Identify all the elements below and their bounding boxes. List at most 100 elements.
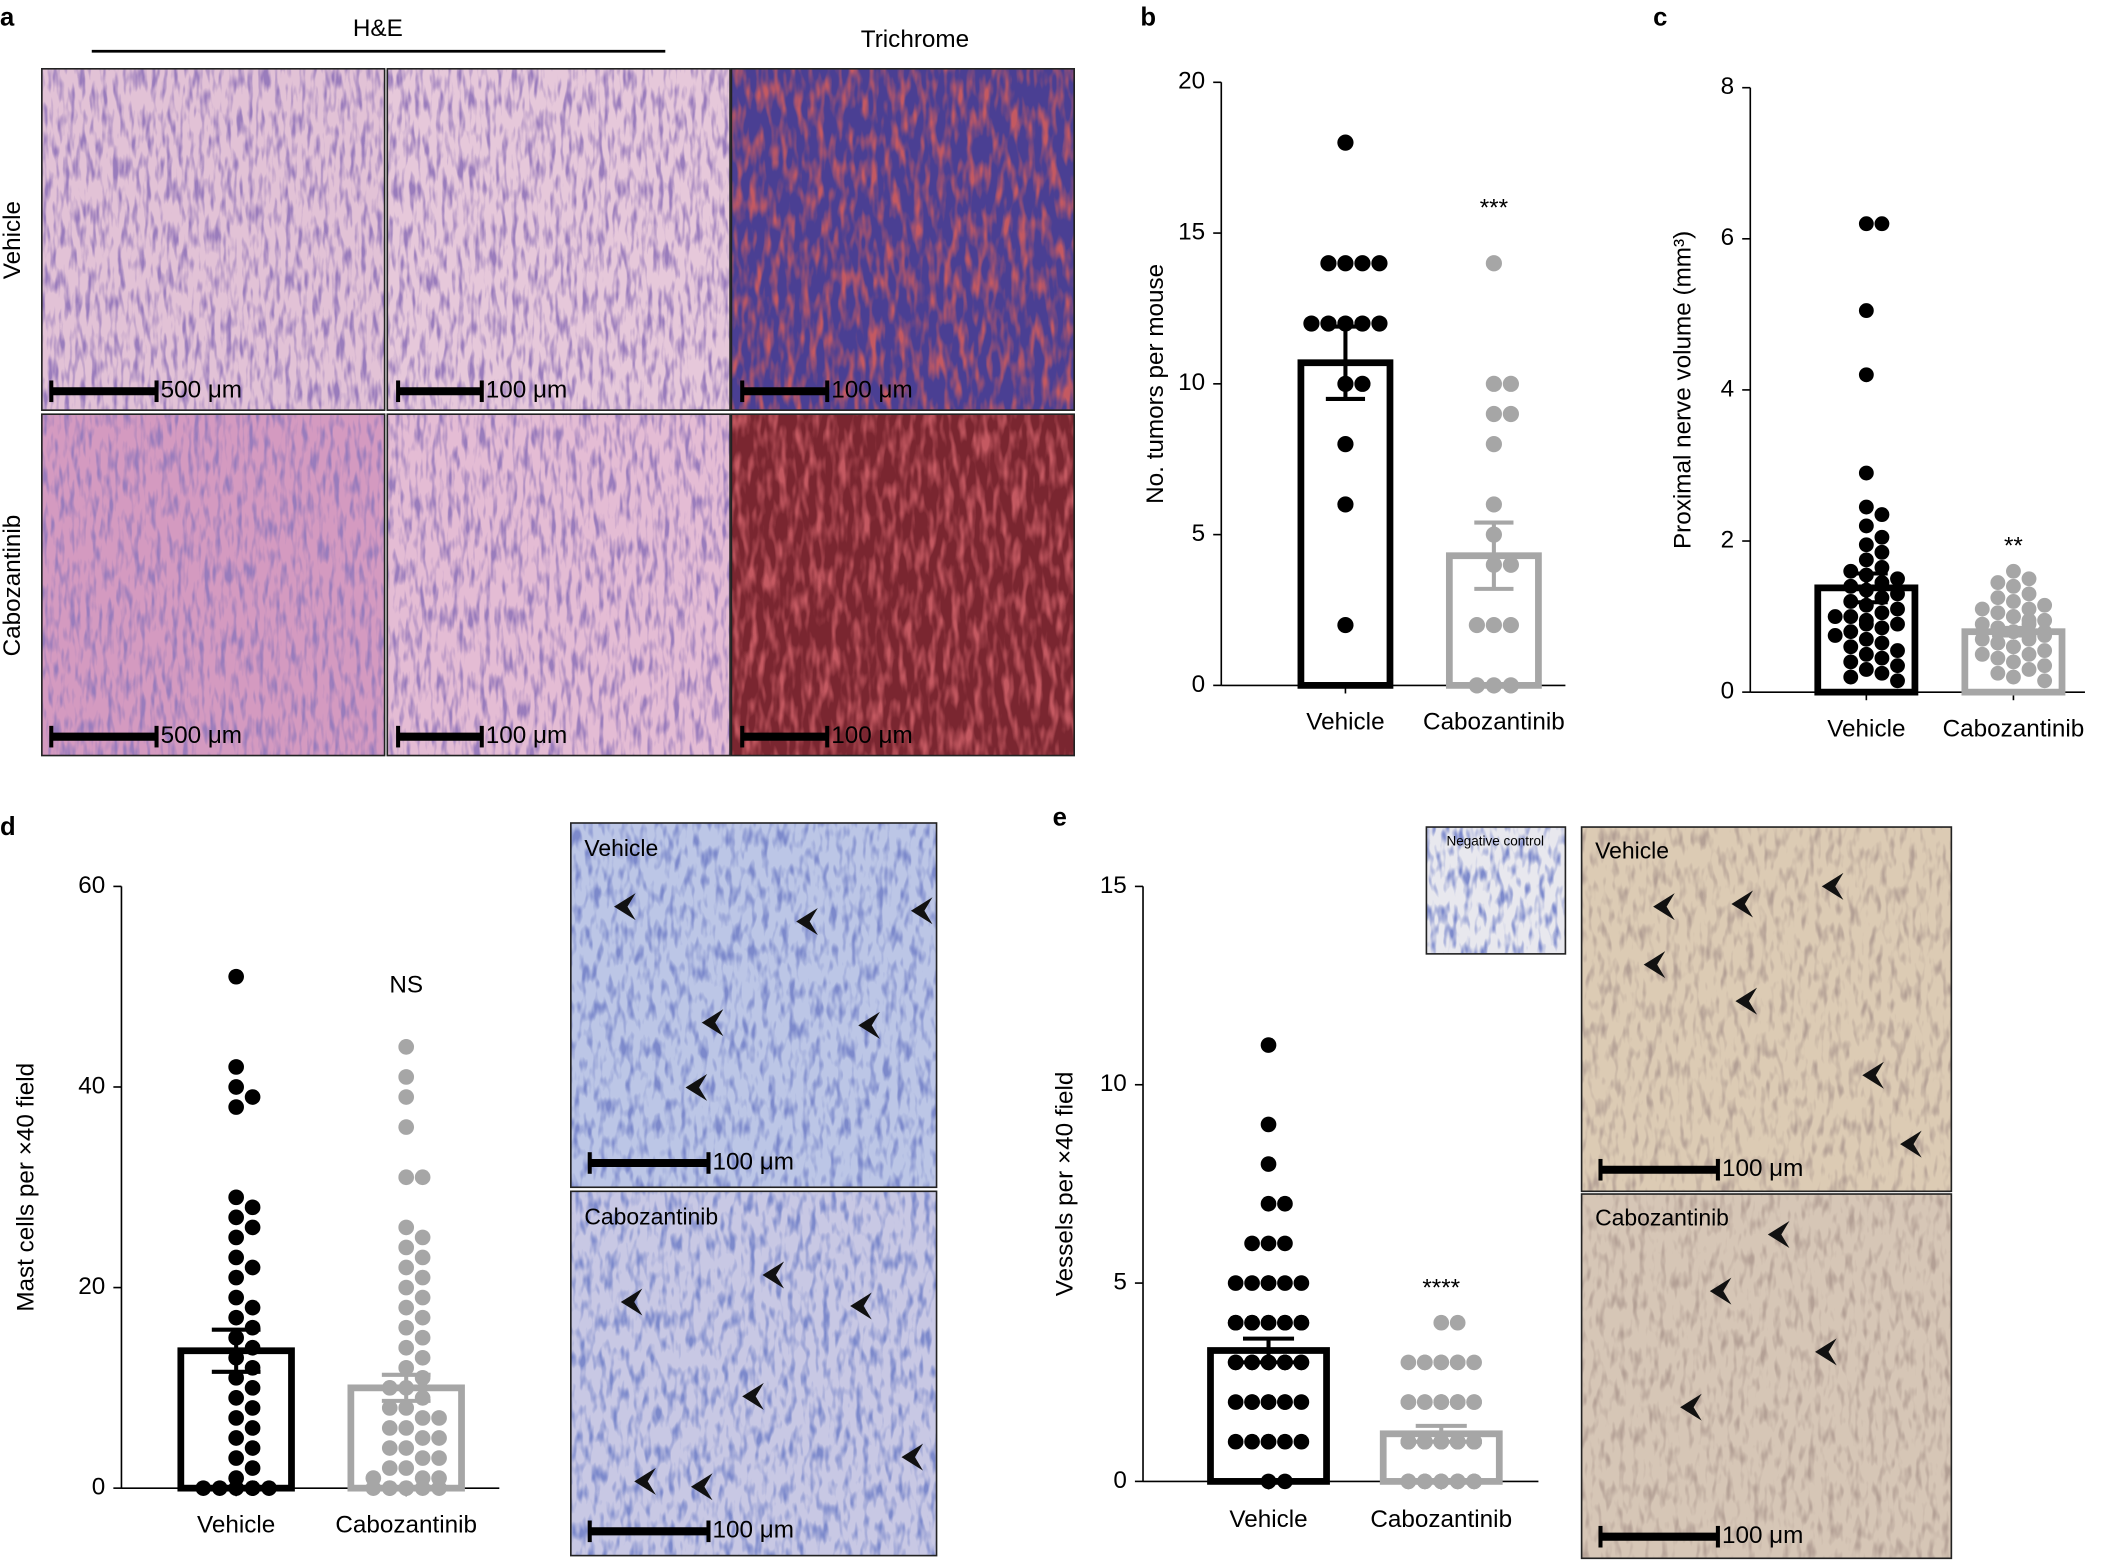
data-point: [1400, 1394, 1417, 1410]
row-label: Cabozantinib: [0, 515, 26, 657]
data-point: [398, 1089, 415, 1105]
y-tick-label: 60: [78, 872, 105, 899]
data-point: [381, 1440, 398, 1456]
data-point: [1244, 1314, 1260, 1331]
data-point: [1485, 255, 1502, 272]
data-point: [2037, 612, 2053, 628]
data-point: [1277, 1314, 1293, 1331]
data-point: [1502, 405, 1519, 423]
scale-bar-label: 100 μm: [1722, 1522, 1803, 1549]
y-tick-label: 6: [1721, 224, 1735, 251]
data-point: [1227, 1354, 1244, 1371]
data-point: [1244, 1275, 1260, 1291]
error-bar: [1325, 324, 1366, 401]
arrowhead: [901, 1443, 924, 1471]
data-point: [398, 1069, 415, 1085]
scale-bar-label: 500 μm: [161, 377, 242, 404]
data-point: [228, 1450, 244, 1466]
data-point: [228, 1099, 244, 1115]
data-point: [414, 1370, 431, 1386]
data-point: [1337, 436, 1354, 453]
scale-bar-label: 100 μm: [831, 377, 912, 404]
arrowhead: [1680, 1393, 1702, 1421]
arrowhead: [742, 1382, 764, 1410]
x-tick-label: Vehicle: [1229, 1506, 1307, 1533]
significance-label: ****: [1422, 1274, 1460, 1301]
data-point: [1227, 1394, 1244, 1410]
data-point: [1874, 529, 1890, 545]
error-bar: [211, 1327, 261, 1374]
micrograph-texture: [570, 1191, 937, 1556]
data-point: [1858, 367, 1874, 383]
data-point: [2021, 662, 2037, 677]
data-point: [228, 1269, 244, 1286]
scale-bar-label: 100 μm: [713, 1148, 794, 1175]
data-point: [2037, 673, 2053, 689]
data-point: [1485, 616, 1502, 634]
data-point: [228, 1289, 244, 1306]
data-point: [414, 1430, 431, 1446]
bar: [1297, 359, 1394, 689]
data-point: [1371, 315, 1388, 332]
data-point: [244, 1199, 261, 1216]
x-tick-label: Cabozantinib: [335, 1511, 477, 1538]
data-point: [228, 1229, 244, 1246]
data-point: [398, 1359, 415, 1376]
data-point: [414, 1269, 431, 1286]
arrowhead: [614, 893, 636, 921]
x-tick-label: Cabozantinib: [1370, 1506, 1512, 1533]
micrograph-frame: [1580, 826, 1953, 1193]
data-point: [1890, 601, 1905, 617]
micrograph-frame: [41, 67, 386, 411]
data-point: [2037, 597, 2053, 613]
micrograph-frame: [570, 822, 938, 1189]
arrowhead: [1815, 1338, 1837, 1366]
data-point: [228, 1430, 244, 1446]
micrograph-texture: [387, 68, 731, 411]
y-tick-label: 5: [1113, 1268, 1127, 1295]
data-point: [1874, 507, 1890, 522]
data-point: [1874, 605, 1890, 621]
significance-label: ***: [1480, 195, 1509, 222]
data-point: [1433, 1394, 1450, 1410]
data-point: [1293, 1433, 1310, 1450]
column-header: H&E: [353, 15, 403, 42]
data-point: [2021, 646, 2037, 662]
data-point: [1485, 375, 1502, 392]
column-header: Trichrome: [861, 26, 969, 53]
arrowhead: [796, 907, 818, 935]
arrowhead: [1767, 1221, 1790, 1248]
y-tick-label: 5: [1192, 520, 1206, 547]
data-point: [398, 1259, 415, 1276]
data-point: [1858, 616, 1874, 632]
data-point: [1827, 609, 1843, 624]
arrowhead: [858, 1011, 880, 1039]
image-label: Cabozantinib: [584, 1203, 718, 1229]
arrowhead: [1643, 951, 1666, 979]
data-point: [1858, 662, 1874, 677]
data-point: [1990, 635, 2006, 651]
data-point: [414, 1450, 431, 1466]
scale-bar-label: 100 μm: [486, 377, 567, 404]
data-point: [1990, 590, 2006, 606]
error-bar: [1844, 571, 1888, 605]
data-point: [398, 1219, 415, 1236]
data-point: [228, 1189, 244, 1206]
data-point: [1890, 571, 1905, 587]
data-point: [2006, 654, 2021, 670]
data-point: [244, 1400, 261, 1416]
x-tick-label: Vehicle: [1827, 715, 1905, 742]
data-point: [1337, 616, 1354, 634]
data-point: [1874, 216, 1890, 232]
y-tick-label: 20: [78, 1273, 105, 1300]
data-point: [1843, 563, 1859, 579]
data-point: [398, 1339, 415, 1356]
error-bar: [381, 1372, 431, 1403]
data-point: [1277, 1433, 1293, 1450]
image-label: Vehicle: [1595, 838, 1669, 864]
data-point: [398, 1460, 415, 1476]
data-point: [1874, 560, 1890, 575]
micrograph-frame: [1580, 1193, 1953, 1560]
data-point: [1337, 496, 1354, 513]
